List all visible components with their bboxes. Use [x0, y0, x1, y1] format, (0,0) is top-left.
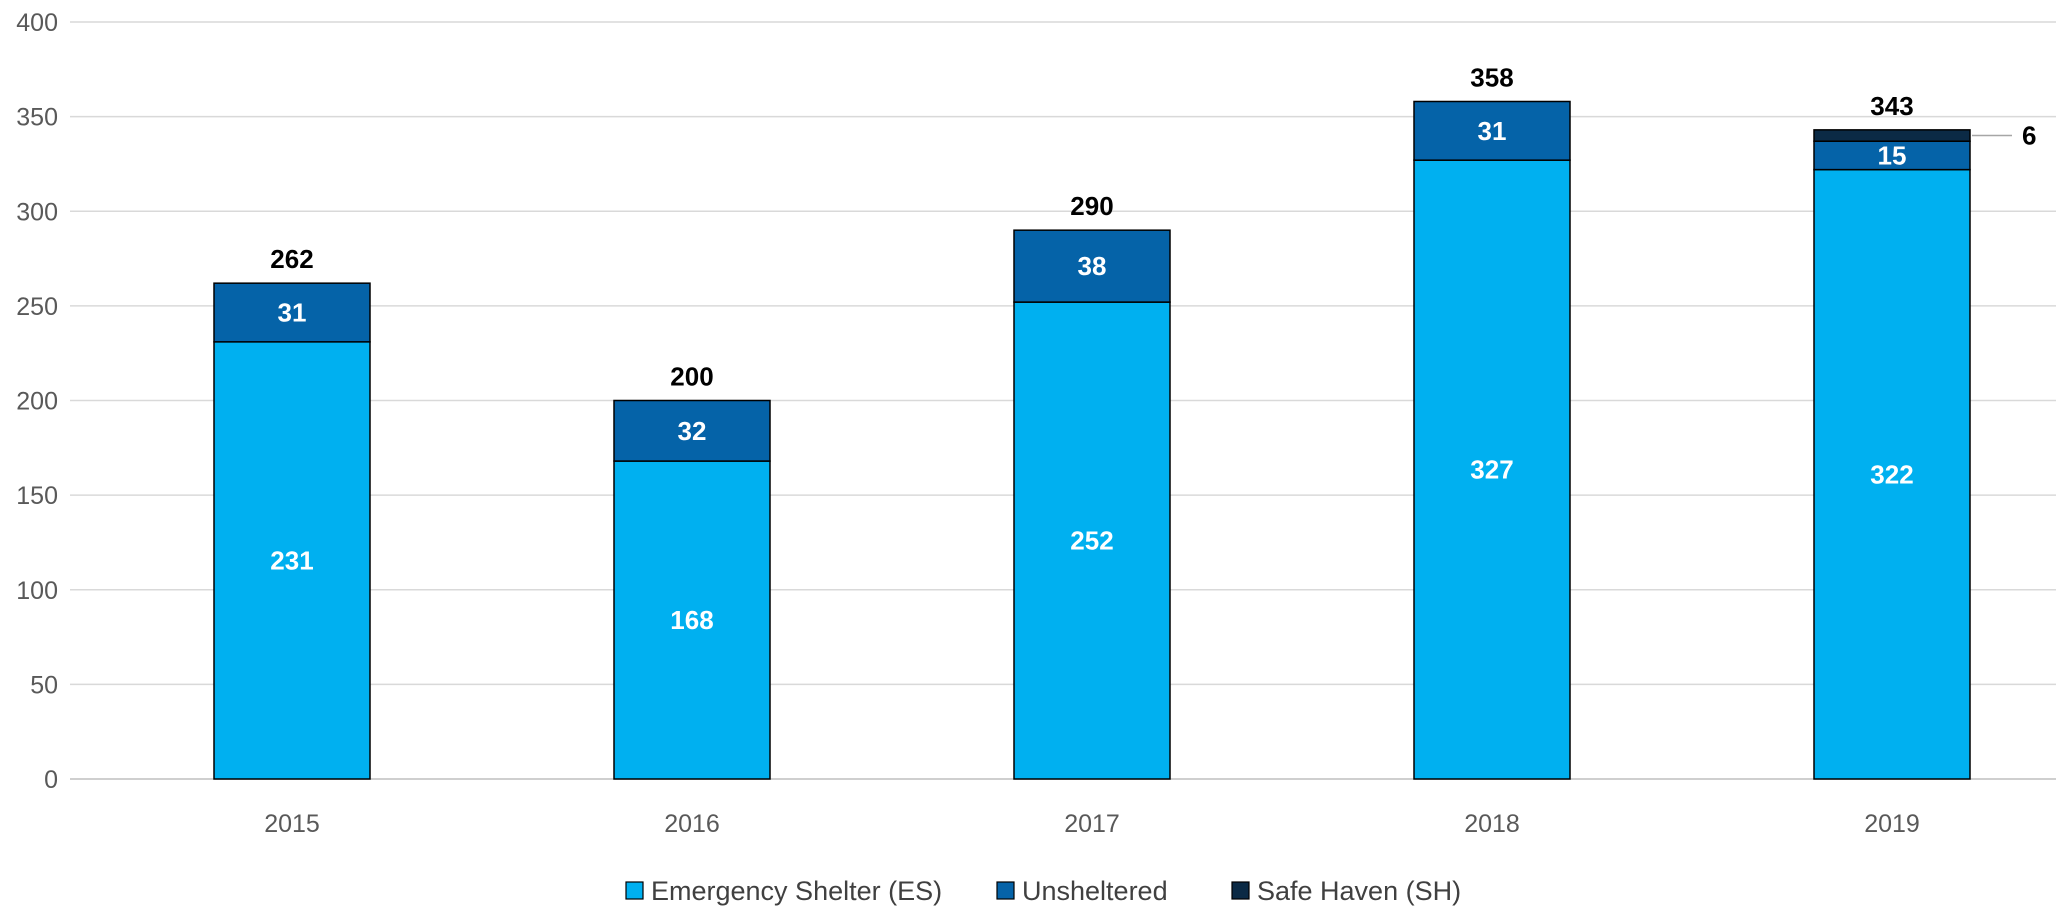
es-bar-segment [213, 341, 371, 780]
total-label: 290 [1070, 191, 1113, 221]
x-axis: 2015 2016 2017 2018 2019 [264, 810, 1920, 838]
unsheltered-bar-segment [1013, 229, 1171, 303]
legend-label: Emergency Shelter (ES) [651, 876, 942, 906]
safe-haven-value-label: 6 [2022, 121, 2036, 151]
legend-item-unsheltered: Unsheltered [996, 876, 1168, 906]
y-tick-label: 100 [16, 577, 58, 605]
legend-swatch [625, 881, 644, 900]
es-value-label: 231 [270, 545, 313, 575]
unsheltered-value-label: 31 [1478, 116, 1507, 146]
y-tick-label: 400 [16, 9, 58, 37]
x-tick-label: 2018 [1464, 810, 1520, 838]
legend-swatch [996, 881, 1015, 900]
legend: Emergency Shelter (ES) Unsheltered Safe Ha… [625, 876, 1461, 906]
legend-swatch [1231, 881, 1250, 900]
unsheltered-value-label: 38 [1078, 251, 1107, 281]
y-tick-label: 250 [16, 293, 58, 321]
bars: 231 31 262 168 32 200 252 38 290 327 31 358 322 15 6 34… [213, 62, 2036, 780]
unsheltered-bar-segment [1413, 100, 1571, 161]
y-tick-label: 150 [16, 482, 58, 510]
total-label: 343 [1870, 91, 1913, 121]
y-tick-label: 0 [44, 766, 58, 794]
legend-label: Unsheltered [1022, 876, 1168, 906]
total-label: 358 [1470, 62, 1513, 92]
es-value-label: 252 [1070, 526, 1113, 556]
es-bar-segment [1813, 168, 1971, 780]
legend-item-es: Emergency Shelter (ES) [625, 876, 942, 906]
unsheltered-bar-segment [213, 282, 371, 343]
es-value-label: 168 [670, 605, 713, 635]
y-tick-label: 50 [30, 671, 58, 699]
x-tick-label: 2017 [1064, 810, 1120, 838]
x-tick-label: 2015 [264, 810, 320, 838]
unsheltered-value-label: 32 [678, 416, 707, 446]
x-tick-label: 2016 [664, 810, 720, 838]
y-tick-label: 350 [16, 104, 58, 132]
total-label: 262 [270, 244, 313, 274]
x-tick-label: 2019 [1864, 810, 1920, 838]
y-tick-label: 200 [16, 388, 58, 416]
es-value-label: 327 [1470, 455, 1513, 485]
y-tick-label: 300 [16, 198, 58, 226]
legend-label: Safe Haven (SH) [1257, 876, 1461, 906]
y-axis: 0 50 100 150 200 250 300 350 400 [16, 9, 58, 794]
unsheltered-value-label: 15 [1878, 140, 1907, 170]
es-bar-segment [613, 460, 771, 780]
unsheltered-bar-segment [613, 399, 771, 462]
unsheltered-value-label: 31 [278, 297, 307, 327]
legend-item-safe-haven: Safe Haven (SH) [1231, 876, 1461, 906]
unsheltered-bar-segment [1813, 140, 1971, 171]
es-bar-segment [1013, 301, 1171, 780]
total-label: 200 [670, 362, 713, 392]
safe-haven-bar-segment [1813, 129, 1971, 142]
es-value-label: 322 [1870, 459, 1913, 489]
